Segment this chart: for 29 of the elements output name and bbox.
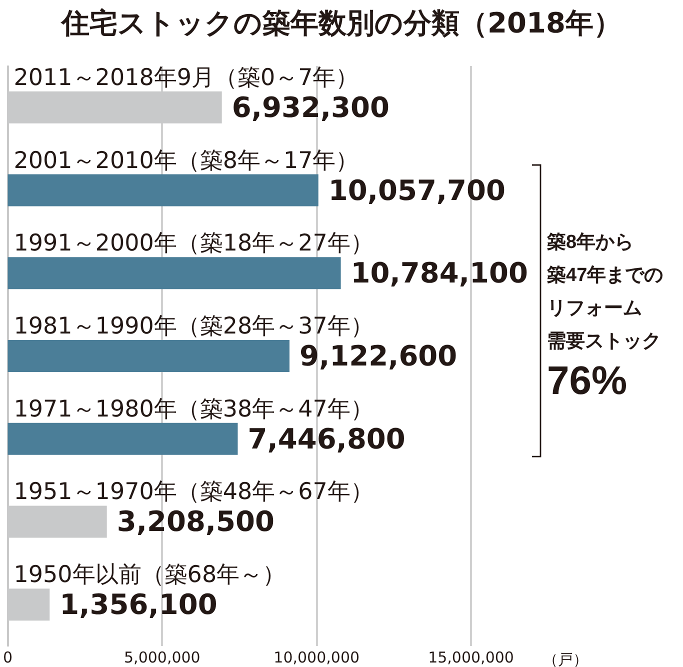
data-label: 9,122,600 <box>299 340 458 372</box>
x-axis-title: （戸） <box>543 650 588 667</box>
data-label: 10,784,100 <box>350 256 528 290</box>
y-tick-label: 1981～1990年（築28年～37年） <box>14 314 374 340</box>
data-label: 10,057,700 <box>328 174 506 207</box>
y-tick-label: 1991～2000年（築18年～27年） <box>14 230 374 257</box>
chart-title: 住宅ストックの築年数別の分類（2018年） <box>60 6 622 40</box>
bar <box>8 257 341 290</box>
x-tick-label: 10,000,000 <box>274 648 360 666</box>
data-label: 7,446,800 <box>248 422 406 456</box>
text: リフォーム <box>547 298 642 320</box>
bar <box>8 422 238 455</box>
y-tick-label: 1971～1980年（築38年～47年） <box>14 396 374 422</box>
x-tick-label: 5,000,000 <box>124 648 200 666</box>
y-tick-label: 1950年以前（築68年～） <box>14 562 286 588</box>
x-tick-label: 0 <box>3 648 13 666</box>
y-tick-label: 2011～2018年9月（築0～7年） <box>14 64 359 91</box>
y-tick-label: 1951～1970年（築48年～67年） <box>14 479 374 506</box>
text: 築8年から <box>546 232 634 254</box>
y-tick-label: 2001～2010年（築8年～17年） <box>14 148 359 174</box>
text: 需要ストック <box>547 331 661 352</box>
data-label: 6,932,300 <box>232 90 390 124</box>
data-label: 1,356,100 <box>60 588 218 622</box>
bar <box>8 340 290 372</box>
data-label: 3,208,500 <box>116 505 275 538</box>
text: 76% <box>547 359 628 404</box>
text: 築47年までの <box>546 265 664 286</box>
bar <box>8 174 318 206</box>
x-tick-label: 15,000,000 <box>428 648 514 666</box>
